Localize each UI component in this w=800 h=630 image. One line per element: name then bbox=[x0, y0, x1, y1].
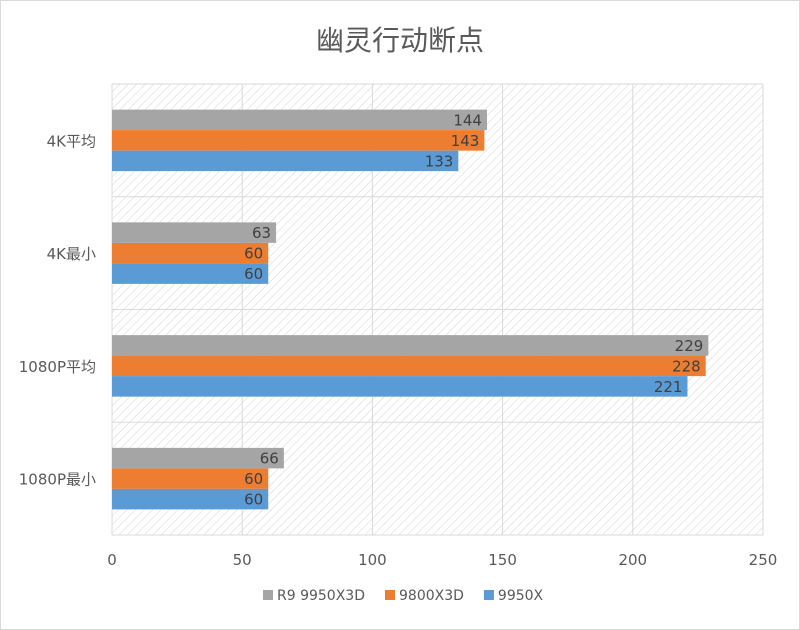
legend-swatch bbox=[385, 590, 395, 600]
legend-label: 9950X bbox=[498, 588, 544, 604]
data-label: 228 bbox=[672, 357, 701, 375]
bar bbox=[112, 150, 459, 172]
x-tick-label: 50 bbox=[233, 551, 252, 569]
category-label: 4K平均 bbox=[47, 132, 96, 150]
bar bbox=[112, 109, 487, 131]
chart-title: 幽灵行动断点 bbox=[316, 24, 484, 57]
bar bbox=[112, 335, 709, 356]
data-label: 143 bbox=[451, 132, 480, 150]
bar bbox=[112, 263, 269, 284]
data-label: 133 bbox=[425, 152, 454, 170]
data-label: 221 bbox=[654, 378, 683, 396]
bar bbox=[112, 222, 277, 243]
bar bbox=[112, 376, 688, 397]
data-label: 60 bbox=[244, 470, 263, 488]
legend-label: R9 9950X3D bbox=[277, 588, 365, 604]
data-label: 60 bbox=[244, 265, 263, 283]
legend-swatch bbox=[263, 590, 273, 600]
x-tick-label: 250 bbox=[749, 551, 778, 569]
legend-label: 9800X3D bbox=[399, 588, 464, 604]
data-label: 60 bbox=[244, 245, 263, 263]
x-tick-label: 150 bbox=[488, 551, 517, 569]
data-label: 66 bbox=[260, 450, 279, 468]
legend-swatch bbox=[483, 590, 494, 600]
data-label: 229 bbox=[675, 337, 704, 355]
category-label: 4K最小 bbox=[47, 245, 96, 263]
category-label: 1080P平均 bbox=[19, 358, 96, 376]
bar bbox=[112, 447, 284, 469]
bar bbox=[112, 468, 269, 489]
x-tick-label: 200 bbox=[618, 551, 647, 569]
data-label: 63 bbox=[252, 224, 271, 242]
bar bbox=[112, 130, 485, 151]
data-label: 60 bbox=[244, 491, 263, 509]
bar bbox=[112, 488, 269, 510]
category-label: 1080P最小 bbox=[19, 471, 96, 489]
x-tick-label: 100 bbox=[358, 551, 387, 569]
bar bbox=[112, 242, 269, 264]
data-label: 144 bbox=[453, 111, 482, 129]
x-tick-label: 0 bbox=[107, 551, 117, 569]
bar bbox=[112, 355, 706, 377]
